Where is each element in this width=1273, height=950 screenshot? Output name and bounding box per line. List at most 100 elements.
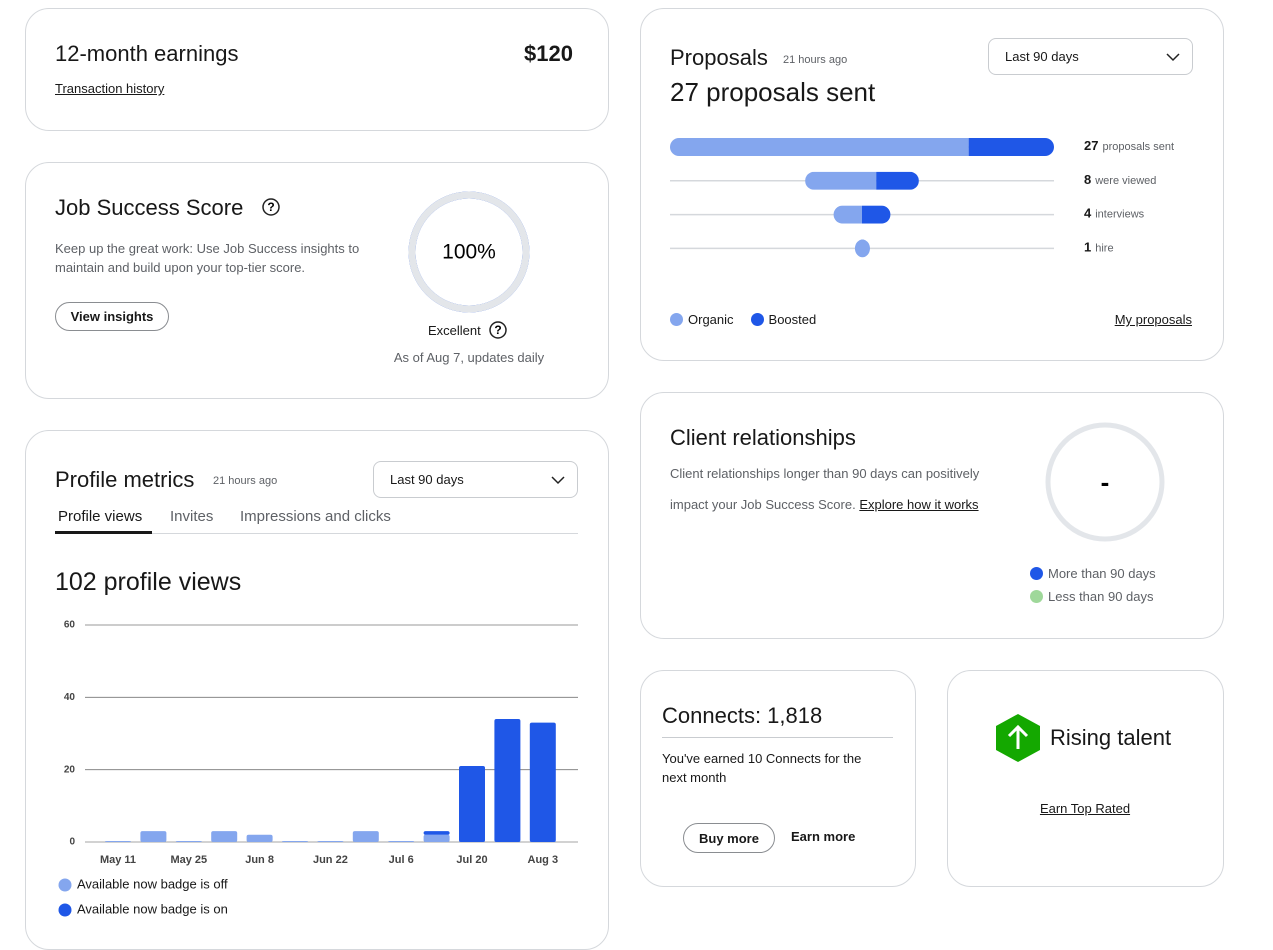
organic-bar	[670, 138, 969, 156]
bar	[211, 831, 238, 842]
legend-label: Available now badge is on	[77, 901, 228, 916]
organic-bar	[854, 239, 870, 258]
y-tick-label: 60	[64, 620, 76, 631]
organic-bar	[805, 171, 877, 190]
legend-dot	[58, 878, 72, 892]
score-value: 100%	[442, 241, 496, 264]
legend-dot	[1030, 590, 1043, 603]
tab[interactable]: Invites	[170, 508, 214, 525]
boosted-bar	[862, 205, 891, 224]
period: Last 90 days	[390, 472, 464, 487]
bar	[423, 831, 450, 835]
connects-card	[640, 670, 916, 887]
jss-card	[25, 162, 609, 399]
chevron	[551, 476, 565, 485]
help-icon[interactable]: ?	[489, 321, 509, 341]
chevron	[1166, 53, 1180, 62]
x-tick-label: Jun 22	[313, 854, 348, 866]
label: hire	[1095, 242, 1113, 254]
bar	[140, 831, 167, 842]
bar	[175, 841, 202, 842]
client-title: Client relationships	[670, 425, 856, 450]
tab[interactable]: Profile views	[58, 508, 143, 525]
my-proposals-link[interactable]: My proposals	[1114, 312, 1192, 327]
connects-text: You've earned 10 Connects for the next m…	[662, 751, 862, 785]
legend-label: Organic	[688, 312, 734, 327]
period-dropdown[interactable]: Last 90 days	[988, 38, 1193, 75]
x-tick-label: Jun 8	[245, 854, 274, 866]
svg-text:?: ?	[494, 323, 501, 337]
period: Last 90 days	[1005, 49, 1079, 64]
client-value: -	[1101, 467, 1110, 497]
x-tick-label: Jul 20	[456, 854, 487, 866]
boosted-bar	[876, 171, 919, 190]
count: 27	[1084, 138, 1098, 153]
funnel-label: 27 proposals sent	[1084, 138, 1174, 153]
legend-label: Boosted	[768, 312, 817, 327]
profile-card	[25, 430, 609, 950]
legend-dot	[750, 313, 764, 326]
tab-underline	[55, 531, 152, 534]
score-ring: 100%	[408, 191, 530, 313]
bar	[388, 841, 415, 842]
funnel-label: 8 were viewed	[1084, 172, 1156, 187]
y-tick-label: 40	[64, 692, 76, 703]
updated: 21 hours ago	[783, 54, 848, 66]
count: 1	[1084, 240, 1091, 255]
bar	[494, 719, 521, 842]
earnings-amount: $120	[524, 41, 573, 66]
bar	[317, 841, 344, 842]
divider	[662, 737, 893, 738]
period-dropdown[interactable]: Last 90 days	[373, 461, 578, 498]
legend-dot	[670, 313, 683, 326]
earn-more-link[interactable]: Earn more	[791, 829, 856, 844]
client-description: Client relationships longer than 90 days…	[670, 458, 1015, 520]
legend-label: More than 90 days	[1048, 566, 1156, 581]
legend-dot	[1030, 567, 1043, 580]
x-tick-label: May 11	[100, 854, 136, 866]
earnings-title: 12-month earnings	[55, 41, 239, 66]
svg-text:?: ?	[267, 200, 274, 214]
profile-chart: 0 20 40 60 May 11 May 25 Jun 8 Jun 22 Jul 6 Jul 2…	[58, 620, 578, 917]
profile-title: Profile metrics	[55, 467, 195, 492]
rating: Excellent	[428, 323, 481, 338]
jss-note: As of Aug 7, updates daily	[393, 350, 545, 365]
earnings-card	[25, 8, 609, 131]
earn-top-rated-link[interactable]: Earn Top Rated	[1039, 801, 1131, 816]
transaction-link[interactable]: Transaction history	[55, 81, 165, 96]
bar	[459, 766, 485, 842]
rising-card	[947, 670, 1224, 887]
organic-bar	[833, 205, 862, 224]
client-card	[640, 392, 1224, 639]
count: 8	[1084, 172, 1091, 187]
bar	[105, 841, 131, 842]
connects-title: Connects: 1,818	[662, 703, 823, 728]
proposals-title: Proposals	[670, 45, 768, 70]
y-tick-label: 0	[69, 837, 75, 848]
boosted-bar	[968, 138, 1054, 156]
ring-track	[408, 191, 530, 313]
x-tick-label: May 25	[170, 854, 207, 866]
tab-divider	[55, 533, 578, 534]
legend-label: Available now badge is off	[77, 876, 228, 891]
proposals-card	[640, 8, 1224, 361]
help-icon[interactable]: ?	[262, 198, 282, 218]
tab[interactable]: Impressions and clicks	[240, 508, 391, 525]
jss-title: Job Success Score	[55, 195, 244, 220]
client-ring: -	[1045, 422, 1165, 542]
jss-description: Keep up the great work: Use Job Success …	[55, 241, 360, 275]
funnel-label: 1 hire	[1084, 240, 1114, 255]
buy-more-button[interactable]: Buy more	[683, 823, 775, 853]
rising-badge	[996, 714, 1040, 762]
bar	[282, 841, 308, 842]
view-insights-button[interactable]: View insights	[55, 302, 169, 331]
explore-link[interactable]: Explore how it works	[859, 497, 979, 512]
count: 4	[1084, 206, 1092, 221]
bar	[423, 834, 450, 842]
y-tick-label: 20	[64, 764, 76, 775]
description: Client relationships longer than 90 days…	[670, 466, 980, 512]
label: proposals sent	[1102, 141, 1174, 153]
legend-dot	[58, 903, 72, 917]
headline: 27 proposals sent	[670, 77, 876, 107]
funnel-chart: 27 proposals sent 8 were viewed 4 interviews 1…	[670, 138, 1174, 258]
